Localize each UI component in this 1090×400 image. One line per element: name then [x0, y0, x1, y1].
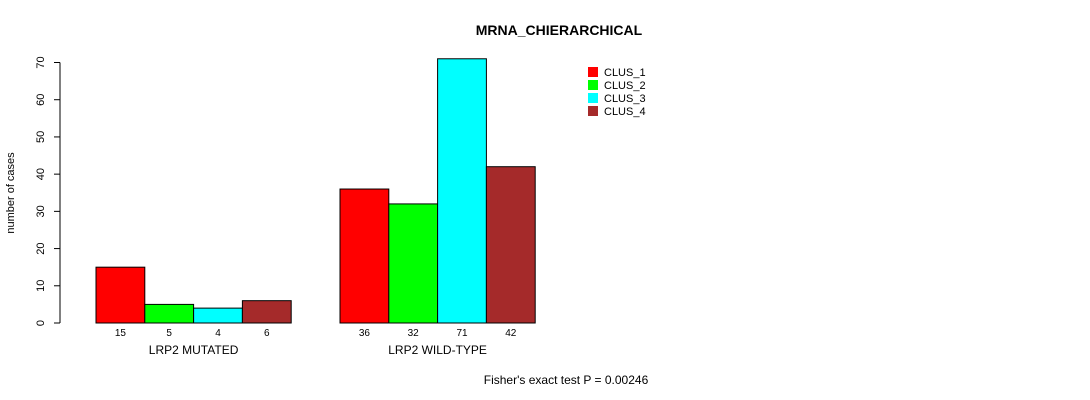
y-tick-label: 70 [35, 56, 47, 68]
y-tick-label: 40 [35, 168, 47, 180]
legend-label-2: CLUS_2 [604, 80, 646, 92]
legend-label-4: CLUS_4 [604, 106, 646, 118]
fisher-test-annotation: Fisher's exact test P = 0.00246 [484, 373, 649, 387]
y-axis: 0 10 20 30 40 50 60 70 [35, 56, 61, 326]
bar-clus-4-1 [241, 300, 292, 324]
y-tick-label: 60 [35, 94, 47, 106]
bar-clus-3-2 [437, 58, 487, 324]
count-label: 32 [408, 328, 420, 339]
y-tick-label: 20 [35, 242, 47, 254]
y-axis-label: number of cases [5, 152, 17, 234]
count-label: 71 [456, 328, 468, 339]
legend-swatch-1 [588, 67, 598, 77]
bar-clus-2-2 [388, 203, 439, 324]
count-label: 5 [166, 328, 172, 339]
group-labels: LRP2 MUTATED LRP2 WILD-TYPE [149, 343, 487, 357]
group-label-2: LRP2 WILD-TYPE [388, 343, 487, 357]
y-tick-label: 50 [35, 131, 47, 143]
y-tick-label: 0 [35, 320, 47, 326]
bars [95, 58, 536, 324]
bar-clus-2-1 [144, 303, 195, 324]
chart-title: MRNA_CHIERARCHICAL [476, 22, 643, 38]
count-label: 42 [505, 328, 517, 339]
bar-clus-4-2 [485, 166, 536, 324]
legend-swatch-4 [588, 106, 598, 116]
count-label: 15 [115, 328, 127, 339]
count-label: 6 [264, 328, 270, 339]
legend-swatch-2 [588, 80, 598, 90]
count-labels: 15 5 4 6 36 32 71 42 [115, 328, 517, 339]
legend-label-1: CLUS_1 [604, 67, 646, 79]
bar-clus-1-1 [95, 266, 146, 324]
count-label: 36 [359, 328, 371, 339]
y-tick-label: 30 [35, 205, 47, 217]
y-tick-label: 10 [35, 280, 47, 292]
bar-clus-1-2 [339, 188, 390, 324]
legend-swatch-3 [588, 93, 598, 103]
bar-clus-3-1 [193, 307, 243, 324]
count-label: 4 [215, 328, 221, 339]
legend-label-3: CLUS_3 [604, 93, 646, 105]
group-label-1: LRP2 MUTATED [149, 343, 239, 357]
